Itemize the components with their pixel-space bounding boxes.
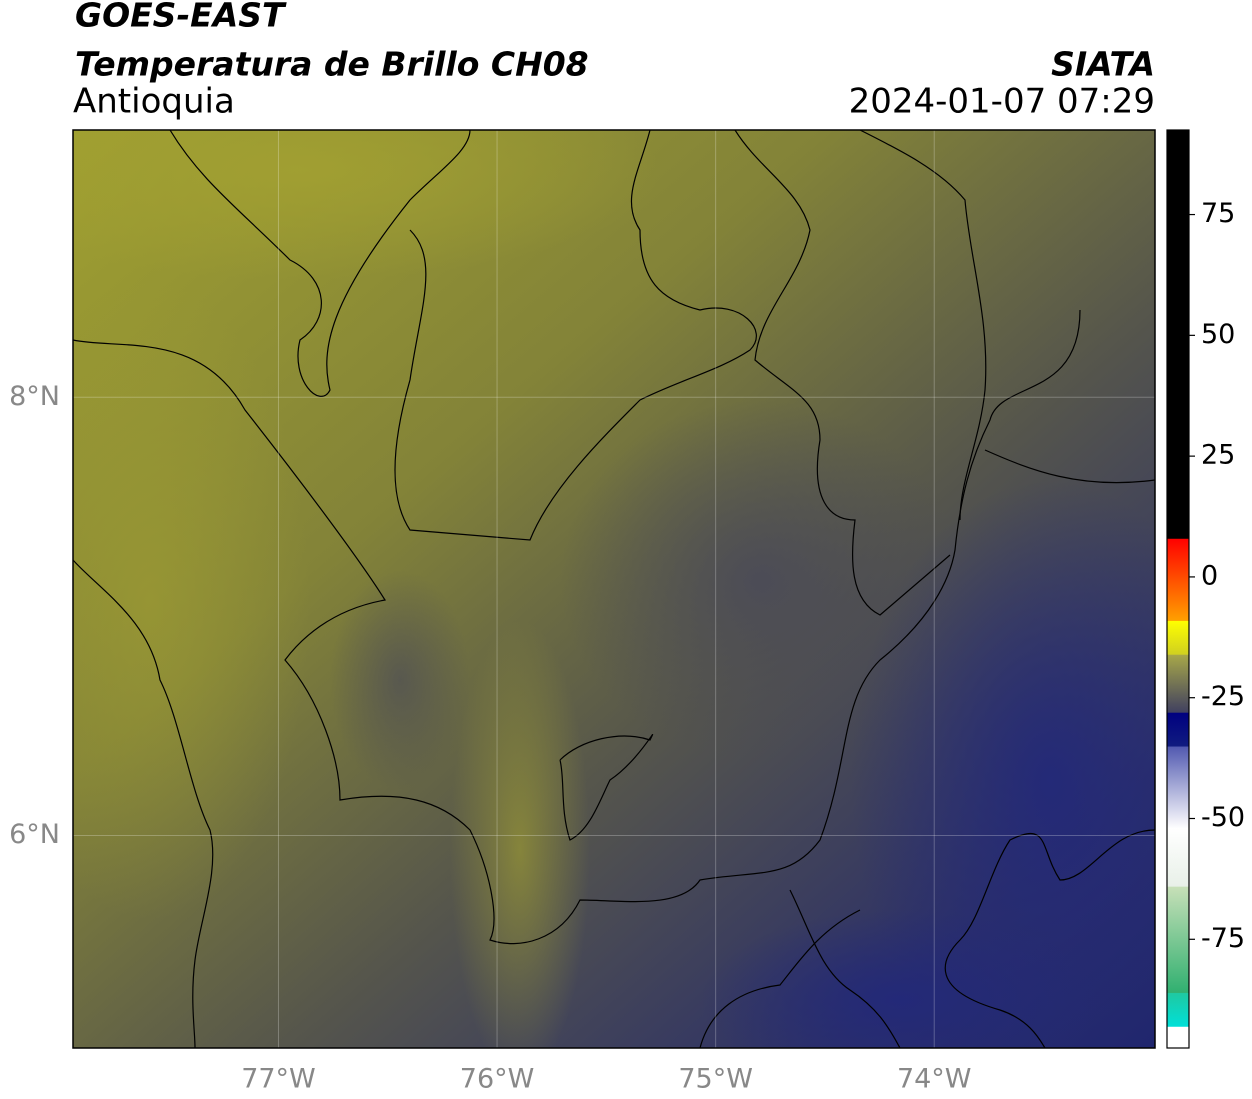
x-tick-label: 76°W: [460, 1064, 535, 1095]
y-tick-label: 8°N: [9, 381, 60, 412]
colorbar-segment: [1167, 992, 1189, 1027]
map-image: [73, 130, 1155, 1048]
x-tick-label: 77°W: [241, 1064, 316, 1095]
colorbar-tick-label: 50: [1201, 319, 1235, 350]
x-tick-label: 75°W: [678, 1064, 753, 1095]
colorbar-segment: [1167, 620, 1189, 655]
colorbar-segment: [1167, 828, 1189, 887]
colorbar-tick-label: -25: [1201, 681, 1245, 712]
y-tick-label: 6°N: [9, 819, 60, 850]
colorbar-frame: [1166, 129, 1190, 1049]
colorbar-tick-label: 0: [1201, 560, 1218, 591]
map-frame: [72, 129, 1156, 1049]
x-tick-label: 74°W: [897, 1064, 972, 1095]
colorbar-segment: [1167, 746, 1189, 829]
colorbar-tick-label: -75: [1201, 923, 1245, 954]
colorbar-tick-label: 25: [1201, 440, 1235, 471]
colorbar-segment: [1167, 1026, 1189, 1049]
colorbar-segment: [1167, 654, 1189, 713]
grid: [73, 130, 1155, 1048]
colorbar-segment: [1167, 130, 1189, 539]
subtitle: Temperatura de Brillo CH08: [75, 45, 589, 84]
source: SIATA: [1051, 45, 1155, 84]
region: Antioquia: [73, 82, 235, 122]
colorbar-segment: [1167, 886, 1189, 993]
colorbar-segment: [1167, 712, 1189, 747]
colorbar-segment: [1167, 538, 1189, 621]
colorbar: 75 50 25 0 -25 -50 -75: [1167, 130, 1245, 1049]
datetime: 2024-01-07 07:29: [849, 82, 1155, 122]
colorbar-tick-label: 75: [1201, 198, 1235, 229]
title: GOES-EAST: [75, 0, 287, 35]
colorbar-tick-label: -50: [1201, 802, 1245, 833]
